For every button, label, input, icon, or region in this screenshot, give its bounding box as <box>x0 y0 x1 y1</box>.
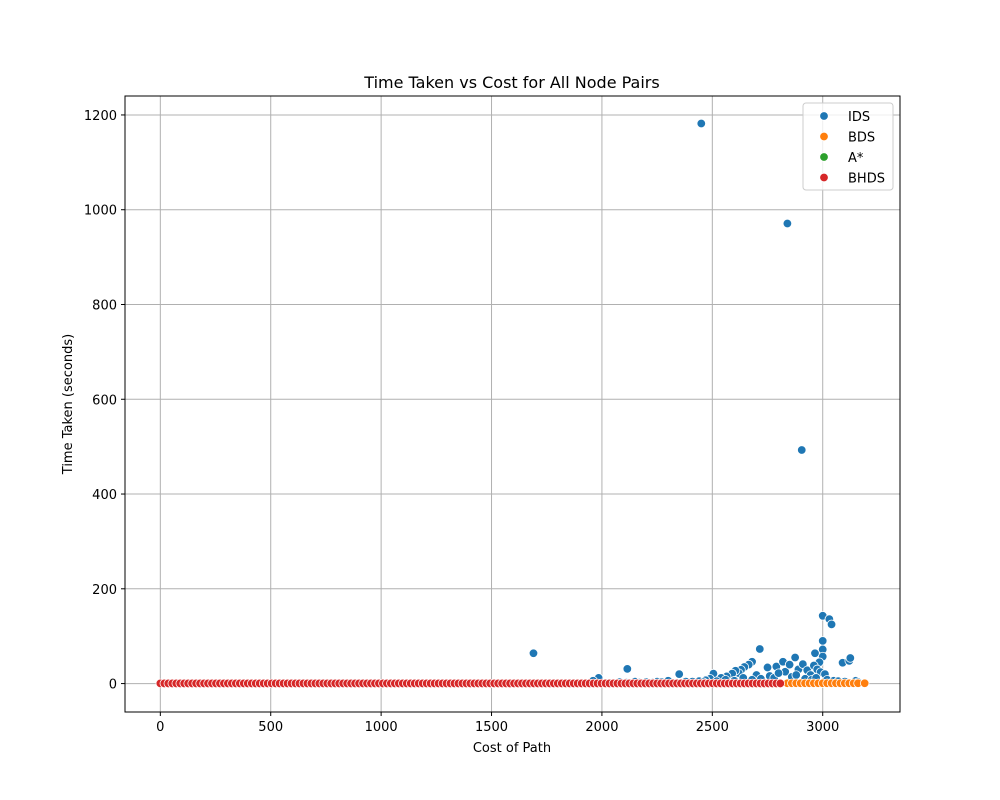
legend-label: A* <box>848 151 864 166</box>
ids-point <box>755 644 765 654</box>
legend-marker-bds <box>819 131 829 142</box>
ids-point <box>845 653 856 663</box>
x-tick-label: 2500 <box>696 720 729 735</box>
ids-point <box>791 670 801 680</box>
y-tick-label: 800 <box>92 298 117 313</box>
legend: IDS BDS A* BHDS <box>802 102 894 191</box>
legend-marker-a <box>819 152 829 162</box>
y-tick-label: 1200 <box>84 109 117 124</box>
ids-point <box>528 648 539 658</box>
y-tick-label: 200 <box>92 583 117 598</box>
bhds-point <box>775 678 786 689</box>
y-tick-label: 600 <box>92 393 117 408</box>
ids-point <box>790 652 800 663</box>
legend-label: IDS <box>848 110 870 125</box>
legend-label: BDS <box>848 131 875 146</box>
y-tick-label: 0 <box>109 678 117 693</box>
x-axis-label: Cost of Path <box>473 741 551 756</box>
ids-point <box>818 636 828 646</box>
x-tick-label: 3000 <box>806 720 839 735</box>
bds-point <box>859 678 870 688</box>
y-tick-label: 1000 <box>84 204 117 219</box>
axis-ticks: 0 500 1000 1500 2000 2500 3000 0 200 400 600 800 100… <box>84 109 839 735</box>
ids-point <box>773 668 784 678</box>
data-points <box>155 118 870 689</box>
x-tick-label: 0 <box>156 720 164 735</box>
legend-marker-ids <box>819 111 829 121</box>
y-axis-label: Time Taken (seconds) <box>61 334 76 475</box>
ids-point <box>674 669 684 679</box>
x-tick-label: 2000 <box>585 720 618 735</box>
x-tick-label: 500 <box>258 720 283 735</box>
ids-point <box>622 664 633 674</box>
ids-point <box>696 118 706 129</box>
ids-point <box>810 648 820 658</box>
x-tick-label: 1000 <box>365 720 398 735</box>
legend-marker-bhds <box>819 172 829 183</box>
y-tick-label: 400 <box>92 488 117 503</box>
ids-point <box>782 218 793 229</box>
plot-frame <box>124 95 901 713</box>
x-tick-label: 1500 <box>475 720 508 735</box>
ids-point <box>784 659 795 670</box>
chart-title: Time Taken vs Cost for All Node Pairs <box>363 73 659 92</box>
legend-label: BHDS <box>848 172 885 187</box>
ids-point <box>797 445 807 455</box>
ids-point <box>762 662 773 673</box>
ids-point <box>826 619 837 630</box>
legend-box <box>802 102 894 191</box>
